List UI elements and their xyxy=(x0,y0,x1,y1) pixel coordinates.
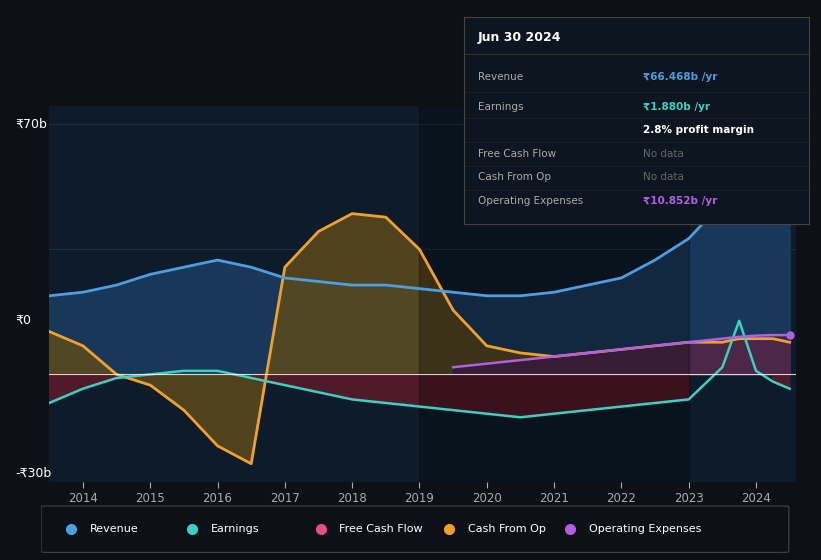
Text: Revenue: Revenue xyxy=(90,524,139,534)
Text: ₹1.880b /yr: ₹1.880b /yr xyxy=(643,102,710,112)
Text: -₹30b: -₹30b xyxy=(16,466,52,480)
Text: Free Cash Flow: Free Cash Flow xyxy=(339,524,423,534)
Text: ₹70b: ₹70b xyxy=(16,118,48,130)
Text: Earnings: Earnings xyxy=(211,524,259,534)
Text: Operating Expenses: Operating Expenses xyxy=(478,196,583,206)
Text: No data: No data xyxy=(643,148,684,158)
Text: ₹66.468b /yr: ₹66.468b /yr xyxy=(643,72,718,82)
Text: 2.8% profit margin: 2.8% profit margin xyxy=(643,125,754,135)
Text: Cash From Op: Cash From Op xyxy=(478,172,551,183)
Text: Revenue: Revenue xyxy=(478,72,523,82)
Text: ₹10.852b /yr: ₹10.852b /yr xyxy=(643,196,718,206)
Text: No data: No data xyxy=(643,172,684,183)
Text: ₹0: ₹0 xyxy=(16,314,32,327)
Text: Jun 30 2024: Jun 30 2024 xyxy=(478,31,562,44)
Bar xyxy=(420,106,689,482)
Text: Cash From Op: Cash From Op xyxy=(468,524,546,534)
Text: Earnings: Earnings xyxy=(478,102,523,112)
Text: Free Cash Flow: Free Cash Flow xyxy=(478,148,556,158)
Text: Operating Expenses: Operating Expenses xyxy=(589,524,701,534)
